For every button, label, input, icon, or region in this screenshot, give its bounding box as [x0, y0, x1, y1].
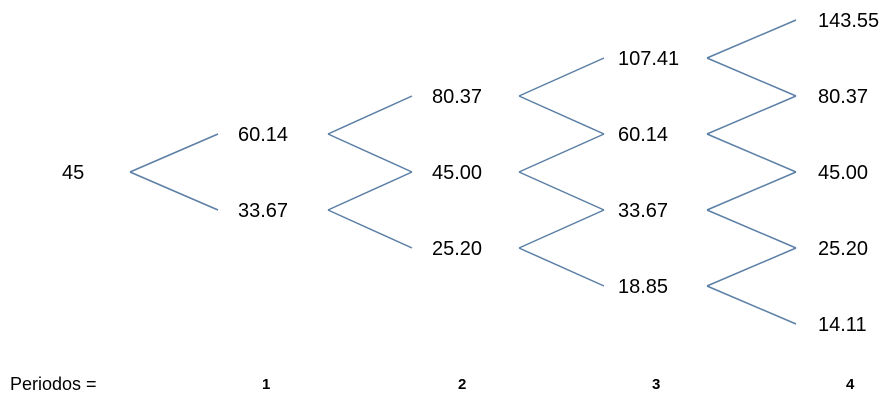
periods-row: Periodos = 1 2 3 4 — [10, 374, 855, 394]
edge-up-1-1 — [327, 171, 413, 211]
node-3-3: 18.85 — [618, 276, 668, 298]
period-number-3: 3 — [652, 376, 660, 393]
node-1-1: 33.67 — [238, 200, 288, 222]
node-2-1: 45.00 — [432, 162, 482, 184]
edge-up-3-1 — [706, 95, 797, 135]
edge-down-3-3 — [706, 285, 797, 325]
period-number-2: 2 — [458, 376, 466, 393]
tree-nodes: 45 60.14 33.67 80.37 45.00 25.20 107.41 60.14 33… — [62, 10, 879, 336]
period-number-4: 4 — [846, 376, 855, 393]
node-4-3: 25.20 — [818, 238, 868, 260]
edge-down-1-1 — [327, 209, 413, 249]
edge-down-3-1 — [706, 133, 797, 173]
edge-down-2-0 — [518, 95, 605, 135]
edge-up-2-2 — [518, 209, 605, 249]
edge-down-3-2 — [706, 209, 797, 249]
edge-up-2-1 — [518, 133, 605, 173]
node-2-0: 80.37 — [432, 86, 482, 108]
edge-down-2-1 — [518, 171, 605, 211]
edge-up-2-0 — [518, 57, 605, 97]
edge-down-3-0 — [706, 57, 797, 97]
node-4-0: 143.55 — [818, 10, 879, 32]
period-number-1: 1 — [262, 376, 270, 393]
node-1-0: 60.14 — [238, 124, 288, 146]
edge-up-3-2 — [706, 171, 797, 211]
tree-edges — [129, 19, 797, 325]
node-3-2: 33.67 — [618, 200, 668, 222]
edge-up-0-0 — [129, 133, 219, 173]
node-4-4: 14.11 — [818, 314, 867, 336]
edge-down-2-2 — [518, 247, 605, 287]
node-3-0: 107.41 — [618, 48, 679, 70]
node-0-0: 45 — [62, 162, 84, 184]
edge-up-3-3 — [706, 247, 797, 287]
node-4-1: 80.37 — [818, 86, 868, 108]
edge-down-0-0 — [129, 171, 219, 211]
node-3-1: 60.14 — [618, 124, 668, 146]
periods-label: Periodos = — [10, 374, 97, 394]
node-4-2: 45.00 — [818, 162, 868, 184]
edge-up-1-0 — [327, 95, 413, 135]
edge-up-3-0 — [706, 19, 797, 59]
node-2-2: 25.20 — [432, 238, 482, 260]
edge-down-1-0 — [327, 133, 413, 173]
